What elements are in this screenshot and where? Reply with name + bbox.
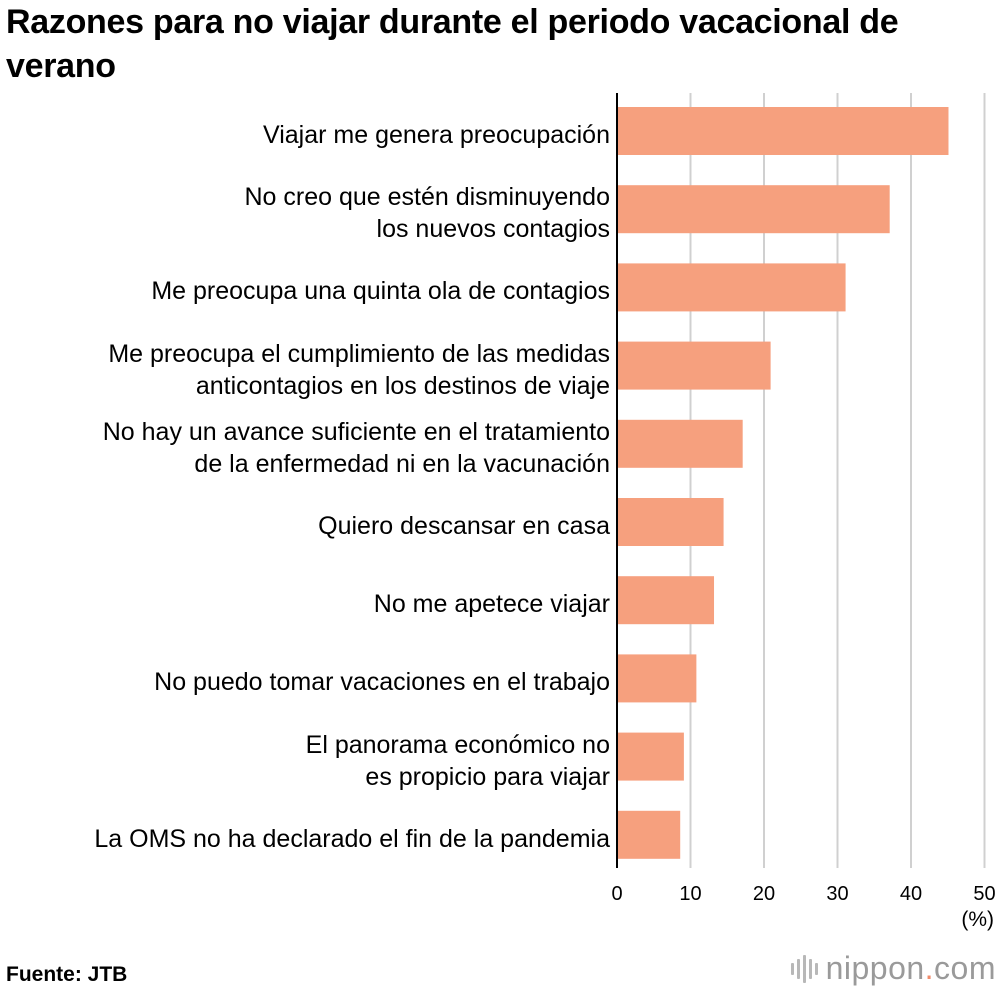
category-label: La OMS no ha declarado el fin de la pand…	[94, 824, 610, 853]
bar	[617, 576, 715, 625]
bar	[617, 654, 697, 703]
bar	[617, 498, 724, 546]
category-label: No puedo tomar vacaciones en el trabajo	[154, 668, 610, 697]
source-note: Fuente: JTB	[6, 963, 128, 986]
x-tick-label: 0	[611, 883, 622, 905]
category-label: Quiero descansar en casa	[318, 512, 610, 540]
bar	[617, 810, 681, 859]
category-label: Me preocupa una quinta ola de contagios	[151, 277, 610, 306]
category-label: Viajar me genera preocupación	[263, 121, 610, 149]
brand-wordmark: nippon.com	[825, 950, 996, 986]
chart-title: Razones para no viajar durante el period…	[6, 3, 899, 85]
nippon-logo-icon	[790, 954, 818, 984]
category-label: Me preocupa el cumplimiento de las medid…	[108, 339, 610, 400]
bar	[617, 263, 846, 312]
x-tick-label: 30	[826, 883, 848, 905]
category-label: No creo que estén disminuyendo los nuevo…	[244, 183, 610, 244]
category-label: No hay un avance suficiente en el tratam…	[102, 417, 610, 478]
category-label: El panorama económico no es propicio par…	[305, 730, 610, 791]
x-tick-label: 40	[900, 883, 922, 905]
x-tick-label: 50	[973, 883, 995, 905]
bar	[617, 107, 949, 155]
x-tick-label: 10	[679, 883, 701, 905]
bar	[617, 185, 890, 234]
brand-logo: nippon.com	[790, 950, 996, 987]
category-label: No me apetece viajar	[373, 590, 610, 619]
bar	[617, 732, 684, 781]
x-axis-unit-label: (%)	[961, 908, 994, 931]
bar	[617, 341, 771, 390]
bar	[617, 419, 743, 468]
x-tick-label: 20	[753, 883, 775, 905]
